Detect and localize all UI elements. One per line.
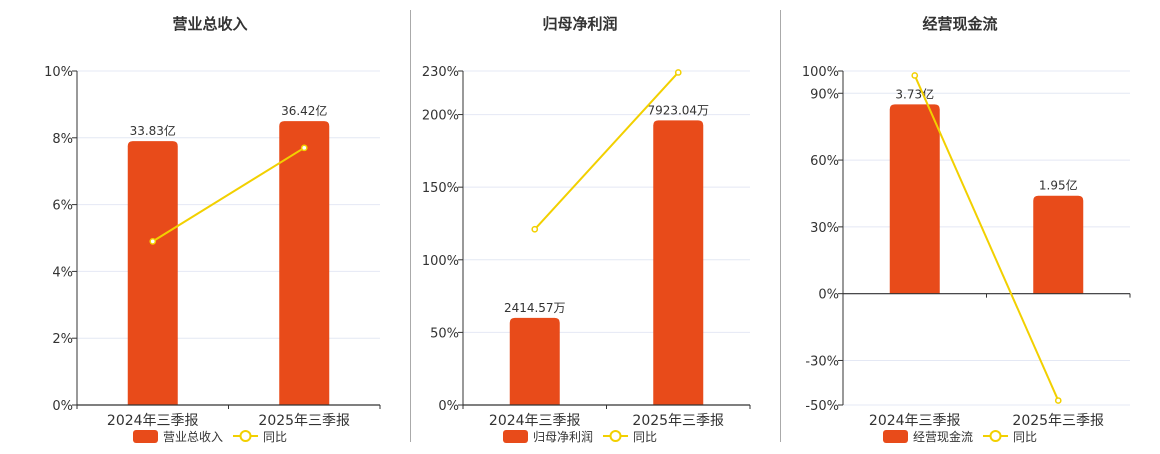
legend-line-label: 同比 <box>1013 430 1037 444</box>
bar-value-label: 33.83亿 <box>130 123 176 138</box>
legend-bar-swatch <box>503 430 528 443</box>
legend-bar-swatch <box>883 430 908 443</box>
chart-panel: 营业总收入 0% 2% 4% 6% 8% 10% 33.83亿 36.42亿 2024年三季报 20… <box>44 15 381 444</box>
bar-value-label: 2414.57万 <box>504 301 566 315</box>
legend-line-marker <box>609 430 622 442</box>
y-tick-label: 60% <box>810 154 839 169</box>
y-tick-label: 0% <box>818 288 839 303</box>
bar <box>279 121 330 405</box>
yoy-point <box>149 237 157 245</box>
y-tick-label: 50% <box>430 326 459 341</box>
legend-bar-label: 归母净利润 <box>533 430 593 444</box>
x-tick-label: 2024年三季报 <box>107 413 199 429</box>
legend-line-label: 同比 <box>633 430 657 444</box>
panel-divider <box>410 10 411 442</box>
yoy-point <box>531 225 539 233</box>
chart-title: 营业总收入 <box>172 15 247 33</box>
x-tick-label: 2024年三季报 <box>869 413 961 429</box>
y-tick-label: -50% <box>805 399 839 414</box>
y-tick-label: 200% <box>422 109 459 124</box>
chart-title: 归母净利润 <box>542 15 617 33</box>
y-tick-label: 150% <box>422 181 459 196</box>
yoy-line <box>913 75 1060 401</box>
x-tick-label: 2025年三季报 <box>1012 413 1104 429</box>
chart-panel: 经营现金流 -50% -30% 0% 30% 60% 90% 100% 3.73亿 1.95亿 20… <box>802 15 1131 444</box>
bar <box>653 120 704 406</box>
bar-value-label: 1.95亿 <box>1039 178 1078 193</box>
y-tick-label: 90% <box>810 87 839 102</box>
y-tick-label: 100% <box>422 254 459 269</box>
x-tick-label: 2024年三季报 <box>489 413 581 429</box>
yoy-line <box>534 71 679 230</box>
legend-line-marker <box>239 430 252 442</box>
bar-value-label: 7923.04万 <box>647 103 709 117</box>
legend-bar-label: 营业总收入 <box>163 430 223 444</box>
legend-line-label: 同比 <box>263 430 287 444</box>
y-tick-label: 2% <box>52 332 73 347</box>
bar <box>509 317 560 405</box>
bar-value-label: 36.42亿 <box>281 103 327 118</box>
chart-panel: 归母净利润 0% 50% 100% 150% 200% 230% 2414.57万 7923.0… <box>422 15 751 444</box>
y-tick-label: 0% <box>52 399 73 414</box>
yoy-line <box>152 146 305 243</box>
bar <box>889 104 940 294</box>
yoy-point <box>674 69 682 76</box>
y-tick-label: 100% <box>802 65 839 80</box>
y-tick-label: -30% <box>805 354 839 369</box>
legend-bar-swatch <box>133 430 158 443</box>
y-tick-label: 4% <box>52 265 73 280</box>
y-tick-label: 10% <box>44 65 73 80</box>
y-tick-label: 30% <box>810 221 839 236</box>
panel-divider <box>780 10 781 442</box>
x-tick-label: 2025年三季报 <box>258 413 350 429</box>
x-tick-label: 2025年三季报 <box>632 413 724 429</box>
legend-line-marker <box>989 430 1002 442</box>
bar-value-label: 3.73亿 <box>895 86 934 101</box>
y-tick-label: 0% <box>438 399 459 414</box>
bar <box>127 141 178 405</box>
yoy-point <box>1054 397 1062 404</box>
y-tick-label: 6% <box>52 199 73 214</box>
y-tick-label: 8% <box>52 132 73 147</box>
bar <box>1033 195 1084 294</box>
yoy-point <box>300 144 308 152</box>
legend-bar-label: 经营现金流 <box>913 429 973 444</box>
yoy-point <box>911 72 919 79</box>
y-tick-label: 230% <box>422 65 459 80</box>
chart-title: 经营现金流 <box>922 15 997 33</box>
